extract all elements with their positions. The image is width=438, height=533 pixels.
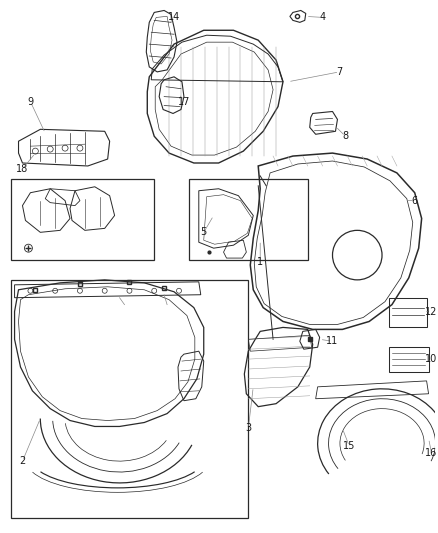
Bar (11, 280, 248, 518)
Text: 3: 3 (245, 423, 251, 433)
Text: 2: 2 (19, 456, 25, 466)
Bar (189, 179, 308, 260)
Bar (389, 298, 427, 327)
Bar (389, 347, 428, 372)
Text: 11: 11 (326, 336, 339, 346)
Text: 1: 1 (257, 257, 263, 267)
Text: 6: 6 (412, 196, 418, 206)
Bar (11, 179, 154, 260)
Text: 15: 15 (343, 441, 356, 451)
Text: 17: 17 (178, 96, 190, 107)
Text: 9: 9 (27, 96, 33, 107)
Text: 4: 4 (320, 12, 326, 22)
Text: 12: 12 (425, 306, 438, 317)
Text: 14: 14 (168, 12, 180, 22)
Text: 5: 5 (201, 228, 207, 237)
Text: 8: 8 (343, 131, 349, 141)
Text: 18: 18 (16, 164, 28, 174)
Text: 7: 7 (336, 67, 343, 77)
Text: 10: 10 (425, 354, 438, 364)
Text: 16: 16 (425, 448, 438, 458)
